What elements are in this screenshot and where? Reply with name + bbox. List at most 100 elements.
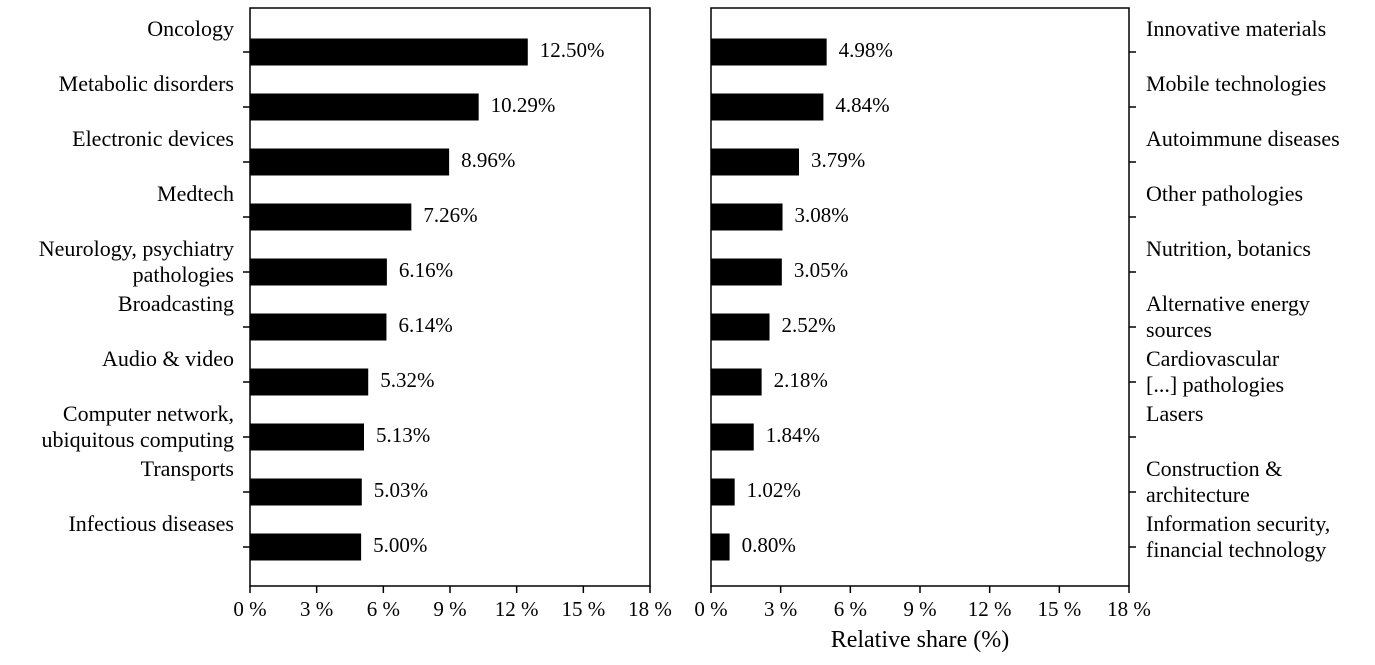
category-label: Nutrition, botanics [1146,236,1311,261]
category-label-line: Metabolic disorders [59,71,234,96]
category-label-line: ubiquitous computing [42,427,235,452]
category-label-line: Oncology [147,16,234,41]
category-label-line: Other pathologies [1146,181,1303,206]
x-tick-label: 12 % [968,597,1012,621]
category-label-line: Information security, [1146,511,1330,536]
category-label-line: Computer network, [63,401,234,426]
left-panel: 12.50% Oncology 10.29% Metabolic disorders 8… [39,7,672,621]
value-label: 1.02% [747,478,801,502]
category-label-line: architecture [1146,482,1250,507]
category-label: Medtech [157,181,234,206]
value-label: 10.29% [491,93,556,117]
category-label-line: Infectious diseases [68,511,234,536]
category-label-line: Nutrition, botanics [1146,236,1311,261]
category-label-line: Lasers [1146,401,1203,426]
bar [250,423,364,451]
bar [250,478,362,506]
category-label-line: Transports [141,456,234,481]
category-label: Neurology, psychiatry pathologies [39,236,234,287]
category-label-line: Audio & video [102,346,234,371]
bar [250,148,450,176]
bar [711,313,770,341]
category-label-line: Medtech [157,181,234,206]
category-label: Lasers [1146,401,1203,426]
value-label: 6.16% [399,258,453,282]
value-label: 3.05% [794,258,848,282]
category-label: Construction & architecture [1146,456,1282,507]
value-label: 8.96% [461,148,515,172]
value-label: 5.32% [380,368,434,392]
value-label: 12.50% [540,38,605,62]
category-label-line: financial technology [1146,537,1326,562]
bar [250,368,369,396]
bar [711,368,762,396]
category-label-line: Construction & [1146,456,1282,481]
bar [711,38,827,66]
category-label: Cardiovascular [...] pathologies [1146,346,1284,397]
value-label: 5.13% [376,423,430,447]
category-label: Metabolic disorders [59,71,234,96]
bar [711,423,754,451]
value-label: 2.52% [782,313,836,337]
bar [711,203,783,231]
right-panel: 4.98% Innovative materials 4.84% Mobile tec… [694,7,1340,653]
category-label-line: Autoimmune diseases [1146,126,1340,151]
bar [250,313,387,341]
category-label: Electronic devices [72,126,234,151]
x-tick-label: 9 % [433,597,466,621]
x-tick-label: 3 % [300,597,333,621]
bar [711,148,800,176]
x-tick-label: 0 % [233,597,266,621]
x-tick-label: 18 % [1107,597,1151,621]
category-label: Information security, financial technolog… [1146,511,1330,562]
category-label-line: Innovative materials [1146,16,1326,41]
bar [711,478,735,506]
x-axis-title: Relative share (%) [831,627,1010,653]
x-tick-label: 6 % [367,597,400,621]
bar [250,93,479,121]
bar [250,258,387,286]
category-label-line: sources [1146,317,1212,342]
category-label: Mobile technologies [1146,71,1326,96]
category-label-line: Mobile technologies [1146,71,1326,96]
category-label: Oncology [147,16,234,41]
category-label-line: Electronic devices [72,126,234,151]
category-label-line: Broadcasting [118,291,234,316]
value-label: 1.84% [766,423,820,447]
category-label-line: [...] pathologies [1146,372,1284,397]
x-tick-label: 3 % [764,597,797,621]
x-tick-label: 15 % [561,597,605,621]
category-label-line: Neurology, psychiatry [39,236,234,261]
value-label: 0.80% [742,533,796,557]
category-label-line: Cardiovascular [1146,346,1280,371]
category-label: Innovative materials [1146,16,1326,41]
x-tick-label: 0 % [694,597,727,621]
category-label-line: pathologies [133,262,234,287]
x-tick-label: 9 % [903,597,936,621]
value-label: 5.03% [374,478,428,502]
category-label: Broadcasting [118,291,234,316]
bar [250,38,528,66]
bar [711,93,824,121]
category-label: Infectious diseases [68,511,234,536]
value-label: 3.79% [811,148,865,172]
category-label: Transports [141,456,234,481]
bar [711,533,730,561]
value-label: 4.98% [839,38,893,62]
bar [250,533,362,561]
value-label: 4.84% [835,93,889,117]
x-tick-label: 6 % [834,597,867,621]
x-tick-label: 18 % [628,597,672,621]
category-label: Audio & video [102,346,234,371]
category-label: Alternative energy sources [1146,291,1310,342]
x-tick-label: 15 % [1037,597,1081,621]
x-tick-label: 12 % [495,597,539,621]
value-label: 5.00% [373,533,427,557]
value-label: 3.08% [795,203,849,227]
category-label-line: Alternative energy [1146,291,1310,316]
value-label: 2.18% [774,368,828,392]
bar [250,203,412,231]
category-label: Computer network, ubiquitous computing [42,401,235,452]
